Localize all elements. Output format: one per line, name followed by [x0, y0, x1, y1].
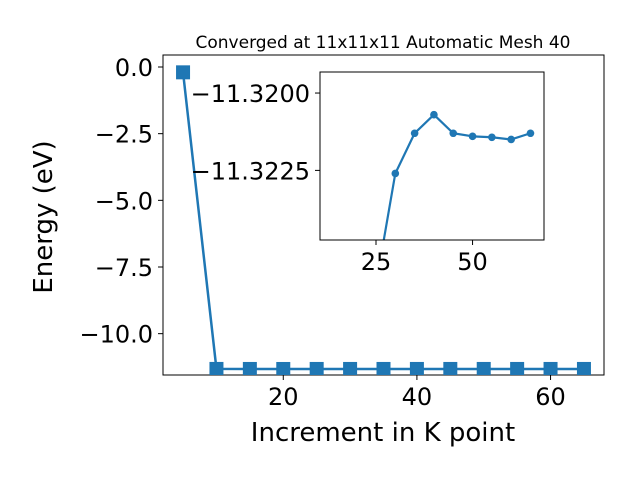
x-axis-label: Increment in K point [251, 418, 515, 448]
main-data-point [176, 65, 191, 80]
chart-title: Converged at 11x11x11 Automatic Mesh 40 [196, 33, 571, 53]
inset-data-point [507, 135, 515, 144]
inset-axis-ticks: 25 50 −11.3225 −11.3200 [191, 80, 488, 276]
inset-data-point [372, 281, 380, 289]
inset-data-point [410, 129, 419, 138]
main-y-tick-label: −10.0 [79, 321, 153, 349]
main-x-tick-label: 60 [535, 383, 566, 411]
inset-data-point [526, 129, 535, 138]
y-axis-label: Energy (eV) [29, 140, 59, 293]
main-data-point [510, 361, 525, 375]
main-data-point [242, 361, 257, 375]
inset-data-point [449, 129, 458, 138]
main-y-tick-label: −5.0 [95, 187, 153, 215]
inset-series-markers [372, 110, 535, 289]
inset-data-point [430, 110, 438, 119]
inset-y-tick-label: −11.3200 [191, 80, 310, 108]
main-x-tick-label: 20 [268, 383, 299, 411]
inset-data-point [488, 133, 496, 142]
main-data-point [409, 361, 424, 375]
main-data-point [543, 361, 558, 375]
inset-data-point [468, 132, 477, 141]
inset-x-tick-label: 25 [361, 248, 392, 276]
main-data-point [576, 361, 591, 375]
main-axis-ticks: 20 40 60 0.0 −2.5 −5.0 −7.5 −10.0 [79, 54, 565, 411]
inset-plot-frame [319, 71, 545, 241]
main-data-point [209, 361, 224, 375]
main-data-point [343, 361, 358, 375]
main-data-point [309, 361, 324, 375]
inset-y-tick-label: −11.3225 [191, 157, 310, 185]
main-x-tick-label: 40 [402, 383, 433, 411]
inset-x-tick-label: 50 [457, 248, 488, 276]
inset-background [320, 72, 544, 240]
inset-data-point [391, 169, 400, 178]
main-y-tick-label: 0.0 [115, 54, 153, 82]
main-data-point [376, 361, 391, 375]
main-series-markers [176, 65, 591, 375]
main-y-tick-label: −7.5 [95, 254, 153, 282]
main-data-point [443, 361, 458, 375]
main-y-tick-label: −2.5 [95, 121, 153, 149]
main-data-point [276, 361, 291, 375]
main-data-point [476, 361, 491, 375]
